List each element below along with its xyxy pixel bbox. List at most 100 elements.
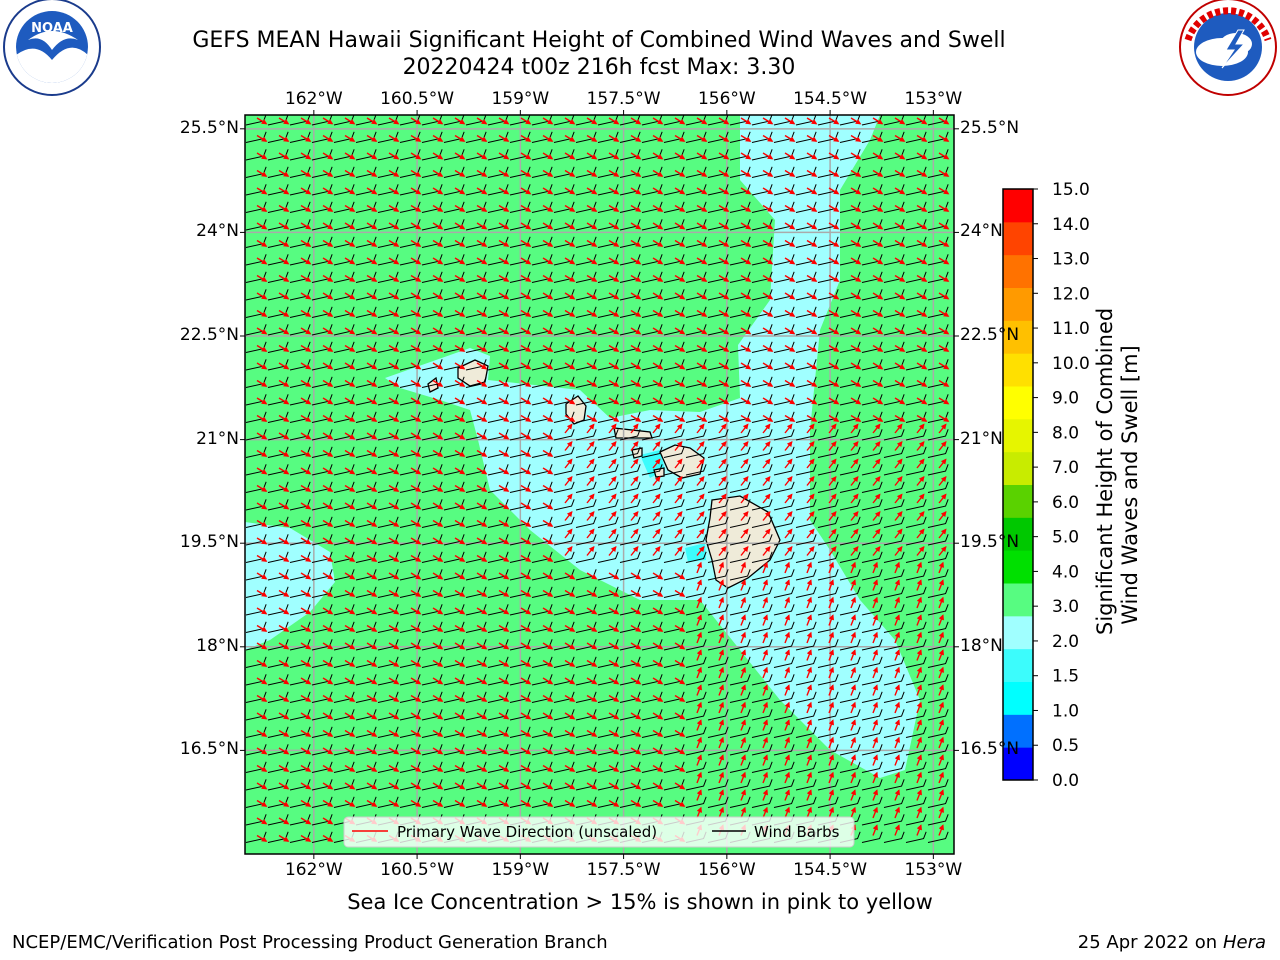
graticule	[245, 115, 954, 854]
wind-barb	[707, 429, 729, 441]
lon-tick-label-top: 157.5°W	[586, 89, 661, 109]
wind-barb	[883, 464, 905, 476]
wind-barb	[817, 429, 839, 441]
wind-barb	[751, 481, 773, 493]
wind-barb	[663, 429, 685, 441]
wind-barb	[839, 481, 861, 493]
wind-barb	[883, 639, 905, 651]
wind-barb	[883, 656, 905, 668]
wind-barb	[817, 446, 839, 458]
colorbar-segment	[1003, 681, 1033, 715]
wind-barb	[927, 499, 949, 511]
map-panel[interactable]	[245, 114, 954, 854]
colorbar-tick-label: 3.0	[1052, 597, 1079, 617]
wind-barb	[663, 534, 685, 546]
wind-barb	[707, 726, 729, 738]
wind-barb	[905, 481, 927, 493]
wind-barb	[619, 534, 641, 546]
wind-barb	[685, 534, 707, 546]
wind-barb	[883, 709, 905, 721]
wind-barb	[817, 691, 839, 703]
wind-barb	[839, 621, 861, 633]
footer-credit: NCEP/EMC/Verification Post Processing Pr…	[12, 932, 608, 953]
lat-tick-label-left: 22.5°N	[179, 325, 239, 345]
wind-barb	[575, 516, 597, 528]
colorbar-tick-label: 6.0	[1052, 493, 1079, 513]
wind-barb	[839, 569, 861, 581]
wind-barb	[729, 604, 751, 616]
colorbar-tick-label: 13.0	[1052, 250, 1090, 270]
wind-barb	[817, 481, 839, 493]
wind-barb	[751, 691, 773, 703]
wind-barb	[641, 551, 663, 563]
lon-tick-label-top: 153°W	[904, 89, 963, 109]
wind-barb	[575, 481, 597, 493]
chart-subtitle: 20220424 t00z 216h fcst Max: 3.30	[402, 55, 796, 80]
wind-barb	[773, 604, 795, 616]
wind-barb	[773, 691, 795, 703]
wind-barb	[707, 446, 729, 458]
wind-barb	[641, 429, 663, 441]
wind-barb	[685, 726, 707, 738]
island-kahoolawe	[653, 467, 665, 478]
wind-barb	[619, 464, 641, 476]
wind-barb	[861, 551, 883, 563]
wind-barb	[817, 551, 839, 563]
wind-barb	[773, 534, 795, 546]
wind-barb	[641, 481, 663, 493]
colorbar-tick-label: 1.5	[1052, 667, 1079, 687]
wind-barb	[663, 446, 685, 458]
wind-barb	[751, 499, 773, 511]
wind-barb	[817, 604, 839, 616]
wind-barb	[641, 446, 663, 458]
wind-barb	[861, 586, 883, 598]
wind-barb	[641, 464, 663, 476]
wind-barb	[729, 534, 751, 546]
wind-barb	[685, 639, 707, 651]
wind-barb	[839, 656, 861, 668]
wind-barb	[795, 621, 817, 633]
wind-barb	[553, 481, 575, 493]
wind-barb	[663, 499, 685, 511]
wind-barb	[619, 499, 641, 511]
wind-barb	[553, 551, 575, 563]
wind-barb	[861, 499, 883, 511]
wind-barb	[707, 516, 729, 528]
wind-barb	[773, 656, 795, 668]
wind-barb	[553, 429, 575, 441]
wind-barb	[883, 569, 905, 581]
footer-date-text: 25 Apr 2022 on	[1077, 932, 1223, 953]
wind-barb	[883, 446, 905, 458]
wind-barb	[927, 551, 949, 563]
wind-barb	[685, 499, 707, 511]
wind-barb	[839, 674, 861, 686]
colorbar-tick-label: 7.0	[1052, 458, 1079, 478]
wind-barb	[861, 621, 883, 633]
wind-barb	[861, 691, 883, 703]
wind-barb	[795, 604, 817, 616]
wind-barb	[927, 709, 949, 721]
wind-barb	[685, 656, 707, 668]
lon-tick-label-bottom: 157.5°W	[586, 860, 661, 880]
wind-barb	[817, 656, 839, 668]
wind-barb	[619, 516, 641, 528]
wind-barb	[773, 429, 795, 441]
colorbar-tick-label: 1.0	[1052, 701, 1079, 721]
wind-barb	[883, 481, 905, 493]
colorbar-segment	[1003, 583, 1033, 617]
wind-barb	[795, 499, 817, 511]
wind-barb	[685, 446, 707, 458]
wind-barb	[553, 534, 575, 546]
wind-barb	[729, 464, 751, 476]
lon-tick-label-bottom: 154.5°W	[793, 860, 868, 880]
wind-barb	[839, 499, 861, 511]
wind-barb	[729, 446, 751, 458]
legend-wave-label: Primary Wave Direction (unscaled)	[397, 823, 657, 841]
lat-tick-label-left: 18°N	[196, 635, 239, 656]
wind-barb	[729, 481, 751, 493]
colorbar-segment	[1003, 615, 1033, 650]
wind-barb	[597, 481, 619, 493]
wind-barb	[707, 534, 729, 546]
colorbar-segment	[1003, 648, 1033, 682]
